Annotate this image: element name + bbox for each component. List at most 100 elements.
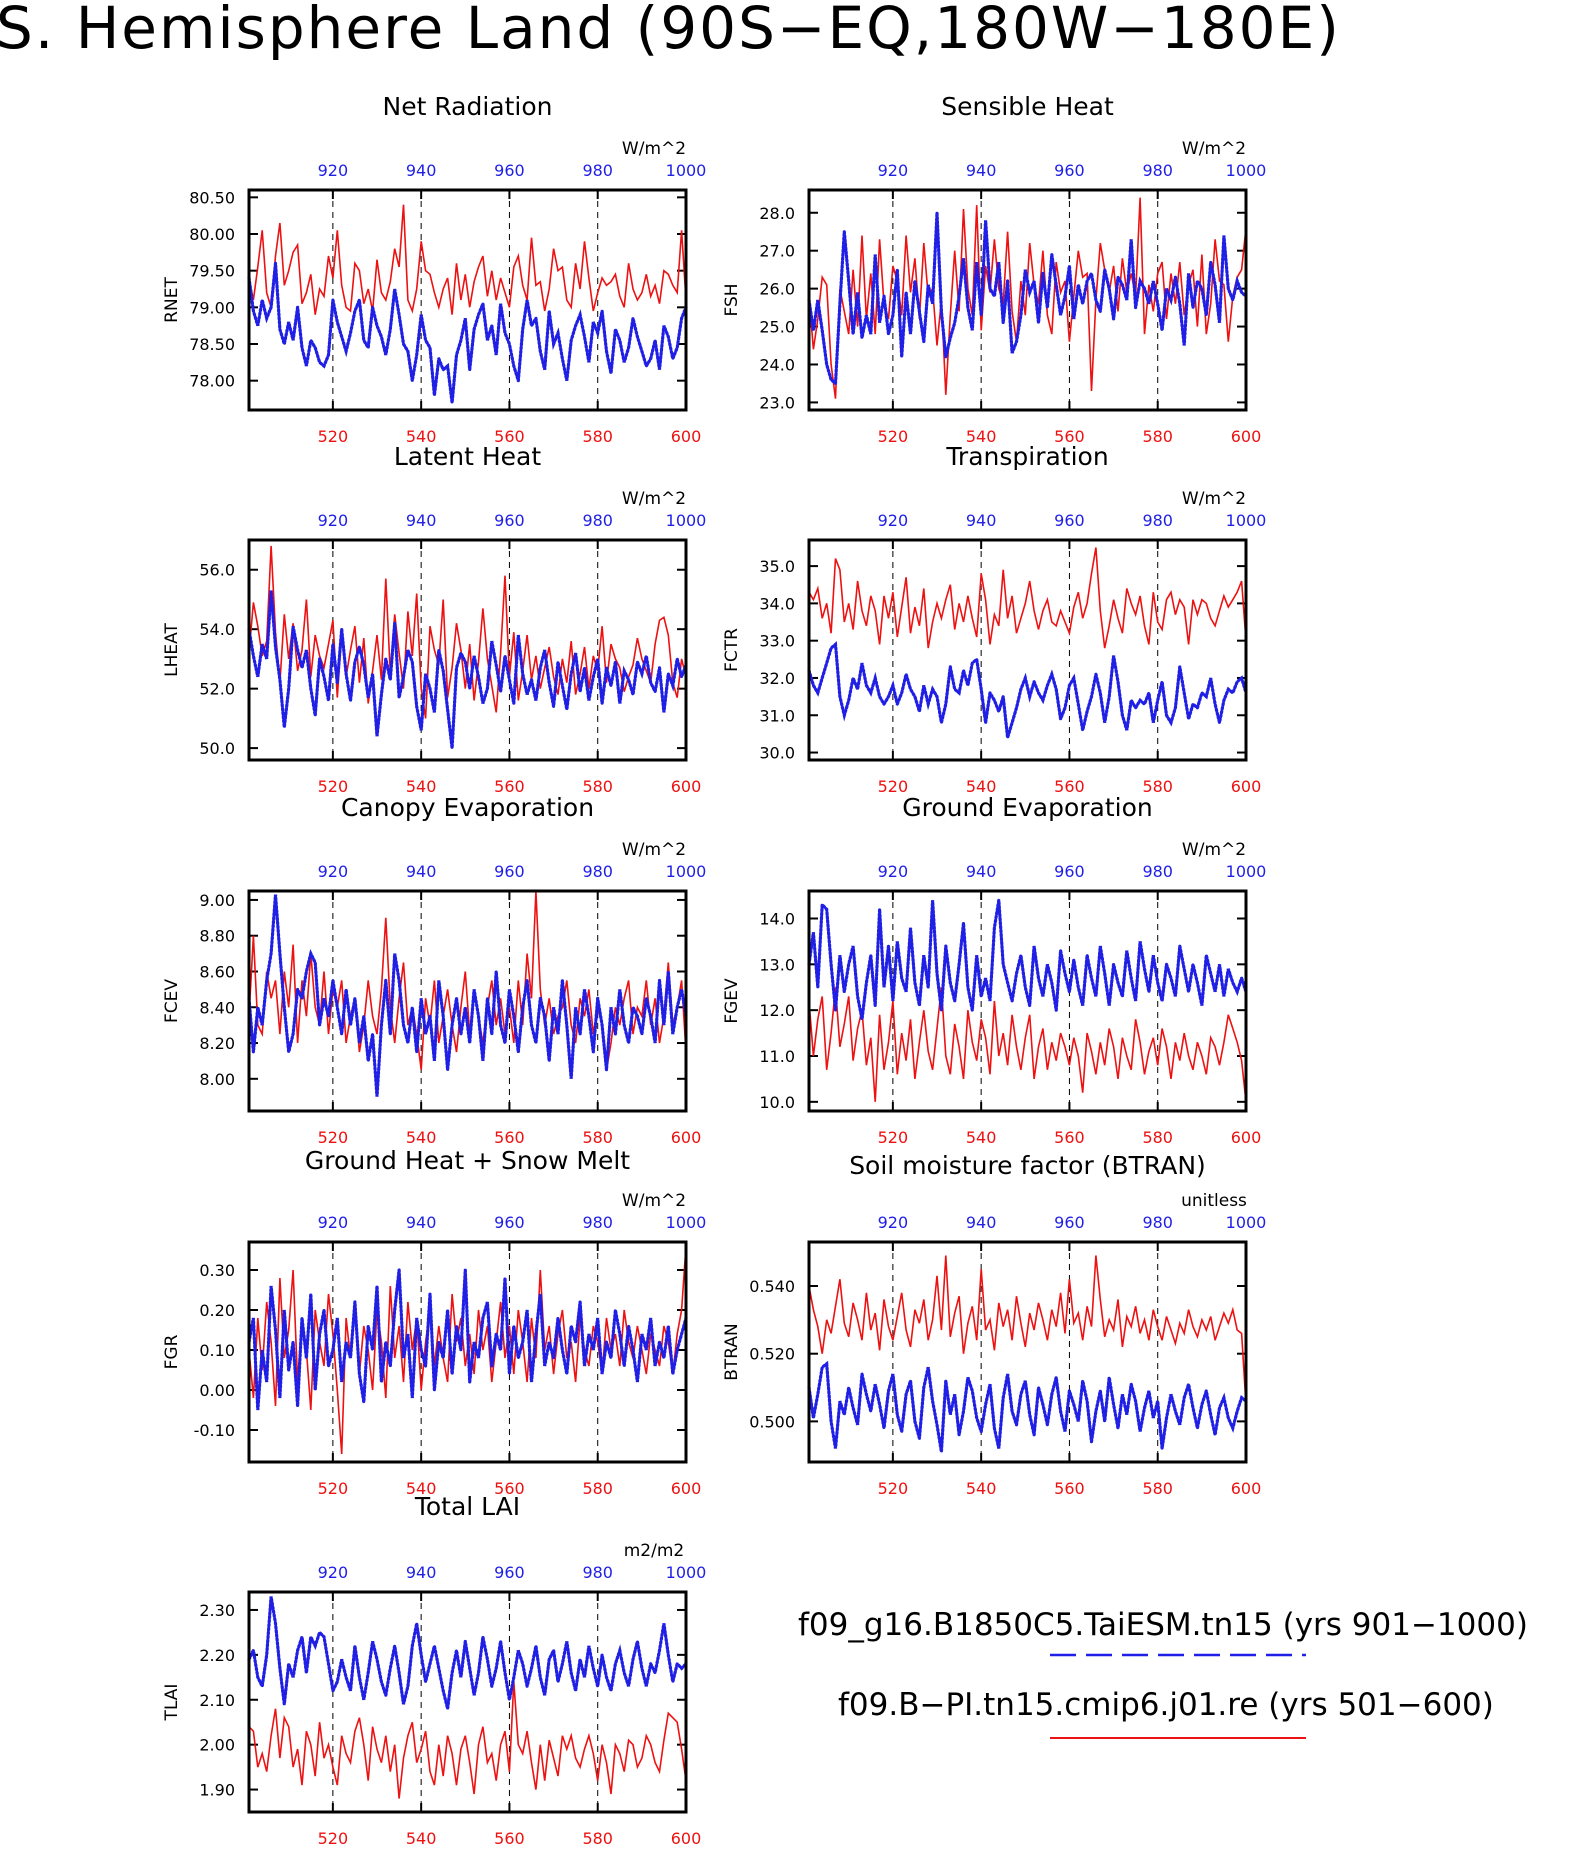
x-bottom-tick-label: 580 <box>582 427 613 446</box>
y-tick-label: 14.0 <box>759 910 795 929</box>
series-line-fctr-run2 <box>808 547 1247 649</box>
y-tick-label: 13.0 <box>759 955 795 974</box>
x-top-tick-label: 920 <box>318 862 349 881</box>
y-axis-label-tlai: TLAI <box>162 1684 182 1722</box>
y-tick-label: 9.00 <box>199 891 235 910</box>
plot-frame-fcev <box>247 889 688 1113</box>
x-bottom-tick-label: 520 <box>318 1829 349 1848</box>
panel-title-fctr: Transpiration <box>946 442 1109 471</box>
x-top-tick-label: 980 <box>1142 1213 1173 1232</box>
panel-title-rnet: Net Radiation <box>382 92 553 121</box>
x-bottom-tick-label: 560 <box>1054 777 1085 796</box>
y-tick-label: 56.0 <box>199 561 235 580</box>
series-line-rnet-run2 <box>248 204 687 315</box>
series-line-btran-run1 <box>807 1360 1248 1453</box>
plot-frame-rnet <box>247 188 688 412</box>
x-top-tick-label: 960 <box>1054 1213 1085 1232</box>
series-line-fctr-run1 <box>807 641 1248 739</box>
units-label-rnet: W/m^2 <box>622 140 686 159</box>
y-tick-label: 80.50 <box>189 188 235 207</box>
panel-title-lheat: Latent Heat <box>393 442 542 471</box>
x-bottom-tick-label: 600 <box>671 777 702 796</box>
legend-label-run2: f09.B−PI.tn15.cmip6.j01.re (yrs 501−600) <box>838 1687 1494 1723</box>
y-tick-label: 2.10 <box>199 1691 235 1710</box>
panel-title-tlai: Total LAI <box>414 1492 521 1521</box>
y-axis-label-btran: BTRAN <box>722 1323 742 1381</box>
x-bottom-tick-label: 540 <box>406 777 437 796</box>
x-top-tick-label: 960 <box>494 161 525 180</box>
x-bottom-tick-label: 560 <box>494 777 525 796</box>
x-bottom-tick-label: 520 <box>318 1128 349 1147</box>
y-tick-label: 26.0 <box>759 280 795 299</box>
y-tick-label: 31.0 <box>759 706 795 725</box>
x-bottom-tick-label: 520 <box>318 427 349 446</box>
legend-label-run1: f09_g16.B1850C5.TaiESM.tn15 (yrs 901−100… <box>798 1607 1528 1643</box>
y-axis-label-lheat: LHEAT <box>162 623 182 677</box>
y-tick-label: 78.50 <box>189 335 235 354</box>
y-tick-label: 25.0 <box>759 318 795 337</box>
x-top-tick-label: 940 <box>406 511 437 530</box>
x-bottom-tick-label: 580 <box>582 1829 613 1848</box>
legend-swatch-run2 <box>1050 1737 1306 1739</box>
series-line-fgev-run2 <box>808 987 1247 1102</box>
x-top-tick-label: 960 <box>494 862 525 881</box>
plot-frame-lheat <box>247 538 688 762</box>
units-label-fcev: W/m^2 <box>622 841 686 860</box>
series-line-fcev-run2 <box>248 890 687 1071</box>
x-top-tick-label: 980 <box>1142 511 1173 530</box>
x-bottom-tick-label: 520 <box>318 1479 349 1498</box>
x-top-tick-label: 1000 <box>1226 511 1267 530</box>
x-bottom-tick-label: 580 <box>1142 427 1173 446</box>
units-label-tlai: m2/m2 <box>624 1542 684 1561</box>
y-tick-label: 8.40 <box>199 998 235 1017</box>
x-top-tick-label: 920 <box>318 1213 349 1232</box>
x-top-tick-label: 1000 <box>1226 1213 1267 1232</box>
y-tick-label: 0.20 <box>199 1301 235 1320</box>
x-top-tick-label: 960 <box>494 1563 525 1582</box>
x-top-tick-label: 1000 <box>666 1563 707 1582</box>
x-top-tick-label: 980 <box>582 862 613 881</box>
panel-title-fcev: Canopy Evaporation <box>340 793 595 822</box>
x-bottom-tick-label: 580 <box>582 777 613 796</box>
x-bottom-tick-label: 560 <box>494 1128 525 1147</box>
x-bottom-tick-label: 540 <box>406 427 437 446</box>
series-line-tlai-run2 <box>248 1681 687 1799</box>
x-top-tick-label: 920 <box>878 862 909 881</box>
x-bottom-tick-label: 520 <box>318 777 349 796</box>
x-top-tick-label: 940 <box>406 161 437 180</box>
y-tick-label: 2.30 <box>199 1601 235 1620</box>
units-label-fgev: W/m^2 <box>1182 841 1246 860</box>
x-top-tick-label: 1000 <box>666 511 707 530</box>
x-bottom-tick-label: 540 <box>406 1829 437 1848</box>
x-top-tick-label: 960 <box>494 511 525 530</box>
y-tick-label: 0.540 <box>749 1277 795 1296</box>
plot-frame-fsh <box>807 188 1248 412</box>
x-bottom-tick-label: 560 <box>1054 1479 1085 1498</box>
x-bottom-tick-label: 600 <box>671 1479 702 1498</box>
x-top-tick-label: 960 <box>1054 161 1085 180</box>
y-tick-label: 0.00 <box>199 1381 235 1400</box>
x-bottom-tick-label: 520 <box>878 427 909 446</box>
x-bottom-tick-label: 520 <box>878 1479 909 1498</box>
legend-swatch-run1 <box>1050 1653 1306 1657</box>
y-axis-label-fsh: FSH <box>722 283 742 316</box>
x-top-tick-label: 980 <box>582 161 613 180</box>
main-title: S. Hemisphere Land (90S−EQ,180W−180E) <box>0 0 1341 62</box>
y-tick-label: 35.0 <box>759 557 795 576</box>
plot-frame-btran <box>807 1240 1248 1464</box>
series-line-rnet-run1 <box>247 263 688 403</box>
x-top-tick-label: 920 <box>318 1563 349 1582</box>
y-tick-label: 50.0 <box>199 739 235 758</box>
x-top-tick-label: 940 <box>966 1213 997 1232</box>
legend-entry-run1: f09_g16.B1850C5.TaiESM.tn15 (yrs 901−100… <box>798 1607 1528 1643</box>
x-bottom-tick-label: 580 <box>582 1479 613 1498</box>
chart-lheat: 520 540 560 580 600 920 940 960 980 1000 W/m^2 56.0… <box>162 490 707 796</box>
y-axis-label-rnet: RNET <box>162 277 182 323</box>
x-bottom-tick-label: 560 <box>1054 427 1085 446</box>
x-bottom-tick-label: 600 <box>671 427 702 446</box>
x-bottom-tick-label: 540 <box>966 777 997 796</box>
y-tick-label: 8.20 <box>199 1034 235 1053</box>
x-top-tick-label: 980 <box>582 511 613 530</box>
series-line-fgev-run1 <box>807 899 1248 1020</box>
y-tick-label: 23.0 <box>759 393 795 412</box>
